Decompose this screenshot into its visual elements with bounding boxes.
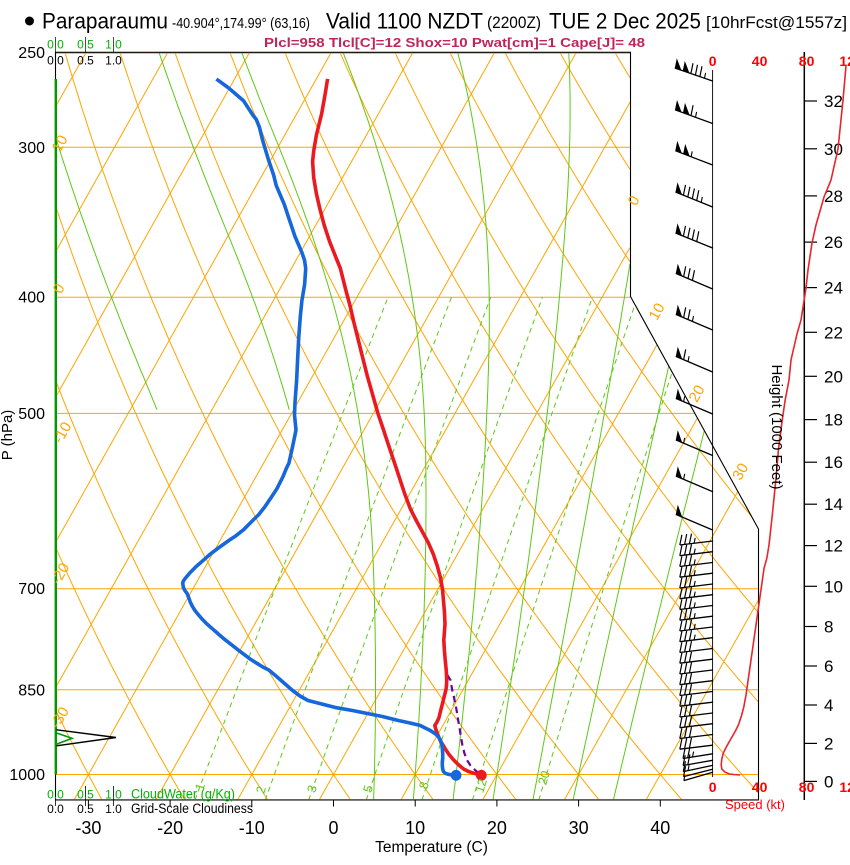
svg-text:(2200Z): (2200Z) [487, 13, 541, 32]
svg-text:500: 500 [18, 406, 45, 423]
svg-text:80: 80 [799, 779, 815, 795]
svg-text:10: 10 [405, 818, 425, 838]
svg-text:1.0: 1.0 [105, 787, 122, 801]
svg-text:26: 26 [824, 233, 843, 252]
svg-text:1.0: 1.0 [105, 38, 122, 52]
svg-text:20: 20 [686, 382, 709, 405]
svg-text:0: 0 [824, 772, 833, 791]
svg-text:Valid 1100 NZDT: Valid 1100 NZDT [326, 9, 483, 34]
svg-text:30: 30 [569, 818, 589, 838]
svg-text:2: 2 [253, 784, 268, 795]
svg-text:0: 0 [709, 53, 717, 69]
svg-text:-20: -20 [157, 818, 183, 838]
svg-text:-10: -10 [239, 818, 265, 838]
svg-text:10: 10 [49, 132, 72, 155]
svg-text:24: 24 [824, 279, 843, 298]
svg-text:-30: -30 [75, 818, 101, 838]
svg-text:30: 30 [729, 460, 752, 483]
svg-text:12: 12 [472, 777, 489, 794]
svg-text:Speed (kt): Speed (kt) [725, 797, 785, 812]
svg-text:6: 6 [824, 657, 833, 676]
svg-text:3: 3 [304, 783, 319, 794]
svg-text:700: 700 [18, 581, 45, 598]
svg-text:[10hrFcst@1557z]: [10hrFcst@1557z] [706, 13, 847, 32]
svg-text:120: 120 [839, 779, 850, 795]
svg-text:80: 80 [799, 53, 815, 69]
svg-text:8: 8 [824, 618, 833, 637]
svg-text:P (hPa): P (hPa) [0, 410, 16, 461]
svg-text:300: 300 [18, 140, 45, 157]
svg-text:0: 0 [709, 779, 717, 795]
svg-text:0.0: 0.0 [47, 38, 64, 52]
svg-text:0.5: 0.5 [77, 802, 94, 816]
svg-text:18: 18 [824, 411, 843, 430]
svg-text:5: 5 [360, 783, 375, 794]
svg-text:Temperature (C): Temperature (C) [375, 839, 488, 856]
svg-text:-40.904°,174.99° (63,16): -40.904°,174.99° (63,16) [172, 16, 310, 32]
svg-text:0.5: 0.5 [77, 54, 94, 68]
svg-text:Grid-Scale Cloudiness: Grid-Scale Cloudiness [131, 801, 253, 816]
svg-text:CloudWater (g/Kg): CloudWater (g/Kg) [131, 786, 235, 801]
svg-text:0.5: 0.5 [77, 38, 94, 52]
svg-text:2: 2 [824, 734, 833, 753]
svg-text:10: 10 [824, 577, 843, 596]
svg-text:10: 10 [646, 300, 669, 323]
svg-text:22: 22 [824, 323, 843, 342]
svg-text:120: 120 [839, 53, 850, 69]
svg-text:0: 0 [328, 818, 338, 838]
svg-text:40: 40 [752, 779, 768, 795]
svg-text:40: 40 [650, 818, 670, 838]
svg-text:1: 1 [192, 781, 207, 792]
svg-text:20: 20 [487, 818, 507, 838]
svg-text:250: 250 [18, 45, 45, 62]
svg-text:1.0: 1.0 [105, 54, 122, 68]
svg-text:Paraparaumu: Paraparaumu [42, 9, 168, 34]
svg-text:0.0: 0.0 [47, 802, 64, 816]
svg-text:14: 14 [824, 495, 843, 514]
svg-text:4: 4 [824, 696, 833, 715]
svg-text:16: 16 [824, 453, 843, 472]
svg-text:32: 32 [824, 92, 843, 111]
svg-text:1000: 1000 [9, 767, 45, 784]
svg-text:0.0: 0.0 [47, 787, 64, 801]
svg-text:12: 12 [824, 537, 843, 556]
svg-text:20: 20 [535, 769, 552, 786]
svg-text:30: 30 [824, 140, 843, 159]
svg-text:0.0: 0.0 [47, 54, 64, 68]
svg-text:40: 40 [752, 53, 768, 69]
svg-text:Height (1000 Feet): Height (1000 Feet) [768, 364, 785, 489]
svg-text:20: 20 [824, 367, 843, 386]
svg-text:850: 850 [18, 682, 45, 699]
svg-text:1.0: 1.0 [105, 802, 122, 816]
svg-text:TUE 2 Dec 2025: TUE 2 Dec 2025 [549, 9, 701, 34]
svg-text:400: 400 [18, 290, 45, 307]
svg-text:0.5: 0.5 [77, 787, 94, 801]
svg-text:28: 28 [824, 187, 843, 206]
svg-text:8: 8 [416, 780, 431, 791]
svg-text:Plcl=958 Tlcl[C]=12 Shox=10 Pw: Plcl=958 Tlcl[C]=12 Shox=10 Pwat[cm]=1 C… [264, 35, 645, 50]
